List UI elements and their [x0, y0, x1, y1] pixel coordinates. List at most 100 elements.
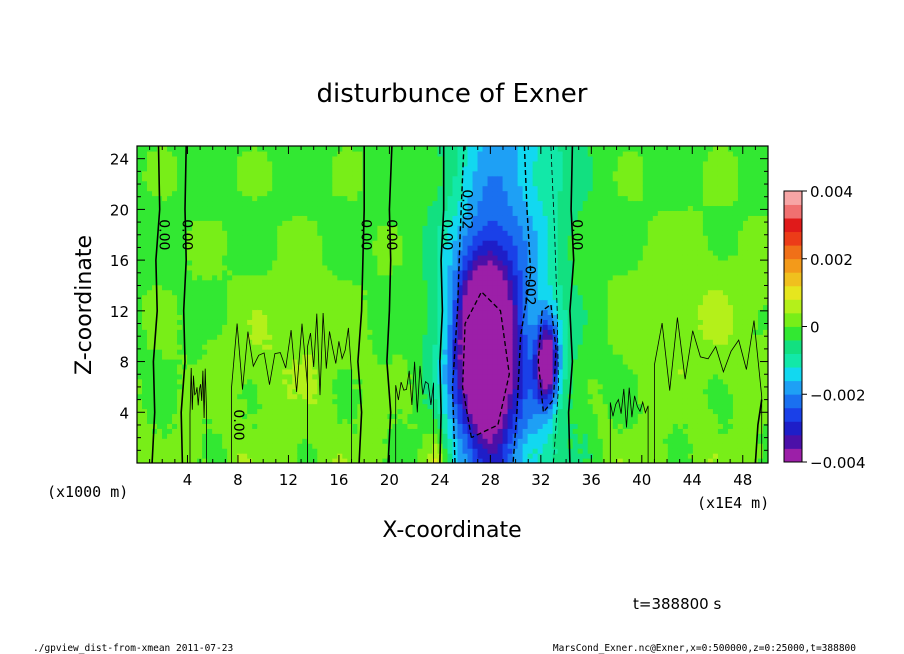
field-cell [457, 284, 464, 291]
field-cell [507, 358, 514, 365]
field-cell [502, 235, 509, 241]
field-cell [192, 433, 198, 439]
field-cell [492, 245, 499, 251]
field-cell [442, 418, 449, 424]
field-cell [197, 314, 203, 320]
field-cell [337, 373, 343, 380]
field-cell [517, 398, 524, 405]
field-cell [402, 368, 409, 375]
field-cell [502, 279, 509, 286]
field-cell [347, 165, 353, 172]
field-cell [482, 403, 489, 410]
field-cell [467, 269, 474, 276]
field-cell [477, 354, 484, 360]
field-cell [472, 245, 479, 251]
field-cell [372, 254, 378, 261]
field-cell [187, 170, 193, 177]
field-cell [302, 185, 308, 192]
field-cell [187, 324, 193, 330]
field-cell [367, 408, 373, 415]
field-cell [452, 264, 459, 271]
field-cell [457, 269, 464, 276]
field-cell [162, 155, 168, 162]
field-cell [137, 334, 143, 340]
field-cell [137, 279, 143, 286]
field-cell [512, 398, 519, 405]
field-cell [372, 155, 378, 162]
field-cell [142, 264, 148, 271]
field-cell [247, 230, 253, 236]
field-cell [497, 334, 504, 340]
field-cell [337, 160, 343, 167]
field-cell [472, 220, 479, 226]
field-cell [267, 235, 273, 241]
field-cell [407, 398, 414, 405]
field-cell [267, 299, 273, 306]
field-cell [192, 368, 198, 375]
field-cell [437, 284, 444, 291]
field-cell [152, 269, 158, 276]
field-cell [192, 289, 198, 296]
field-cell [372, 215, 378, 221]
field-cell [272, 245, 278, 251]
field-cell [417, 314, 424, 320]
field-cell [242, 393, 248, 400]
field-cell [342, 155, 348, 162]
field-cell [467, 383, 474, 390]
field-cell [462, 304, 469, 311]
field-cell [467, 289, 474, 296]
field-cell [287, 279, 293, 286]
field-cell [297, 438, 303, 444]
field-cell [427, 175, 434, 182]
field-cell [252, 443, 258, 449]
field-cell [502, 358, 509, 365]
field-cell [407, 279, 414, 286]
field-cell [522, 284, 529, 291]
field-cell [277, 254, 283, 261]
field-cell [302, 180, 308, 187]
field-cell [232, 383, 238, 390]
field-cell [352, 408, 358, 415]
field-cell [407, 274, 414, 281]
field-cell [187, 269, 193, 276]
field-cell [467, 175, 474, 182]
field-cell [167, 344, 173, 350]
field-cell [157, 349, 163, 355]
field-cell [267, 155, 273, 162]
field-cell [357, 230, 363, 236]
field-cell [442, 180, 449, 187]
field-cell [162, 423, 168, 429]
field-cell [162, 205, 168, 211]
field-cell [347, 146, 353, 152]
field-cell [227, 170, 233, 177]
field-cell [192, 438, 198, 444]
field-cell [317, 428, 323, 434]
field-cell [482, 279, 489, 286]
field-cell [387, 383, 394, 390]
field-cell [317, 393, 323, 400]
field-cell [167, 448, 173, 454]
field-cell [167, 443, 173, 449]
field-cell [142, 373, 148, 380]
field-cell [262, 413, 268, 420]
field-cell [287, 458, 293, 463]
field-cell [477, 309, 484, 315]
field-cell [227, 334, 233, 340]
field-cell [482, 190, 489, 197]
field-cell [232, 254, 238, 261]
field-cell [432, 349, 439, 355]
field-cell [397, 413, 404, 420]
field-cell [452, 378, 459, 385]
field-cell [442, 344, 449, 350]
field-cell [322, 334, 328, 340]
field-cell [397, 438, 404, 444]
field-cell [422, 225, 429, 231]
field-cell [237, 403, 243, 410]
field-cell [472, 230, 479, 236]
field-cell [507, 220, 514, 226]
field-cell [487, 433, 494, 439]
field-cell [282, 269, 288, 276]
field-cell [187, 155, 193, 162]
field-cell [387, 339, 394, 345]
field-cell [257, 314, 263, 320]
